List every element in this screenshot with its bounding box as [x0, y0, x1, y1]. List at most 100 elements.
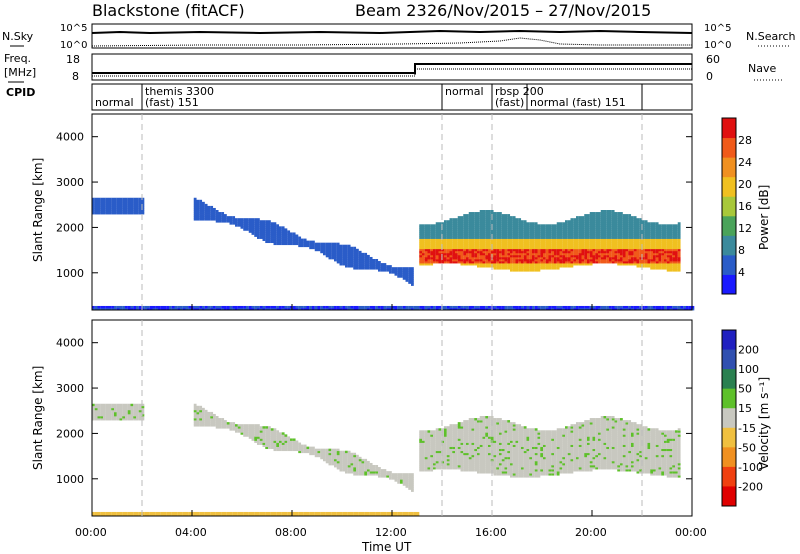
velocity-cell [347, 460, 351, 464]
power-cell [609, 238, 612, 241]
power-cell [339, 261, 343, 264]
velocity-cell [460, 446, 464, 450]
power-cell [576, 226, 579, 229]
velocity-cell [466, 467, 469, 470]
power-cell [141, 210, 145, 213]
velocity-cell [460, 469, 464, 472]
velocity-cell [452, 430, 456, 433]
power-cell [655, 232, 659, 235]
power-cell [493, 214, 497, 217]
power-cell [551, 232, 555, 235]
power-cell [664, 250, 667, 254]
power-cell [463, 238, 467, 241]
power-cell [138, 203, 142, 207]
velocity-cell [455, 460, 458, 464]
velocity-cell [100, 403, 104, 407]
power-cell [677, 265, 681, 268]
velocity-cell [237, 511, 241, 515]
power-cell [397, 271, 401, 274]
power-cell [380, 263, 384, 266]
power-cell [562, 250, 566, 254]
power-cell [578, 232, 582, 235]
power-cell [636, 263, 640, 266]
velocity-cell [334, 511, 337, 515]
power-cell [455, 305, 458, 309]
power-cell [534, 232, 538, 235]
power-cell [592, 224, 596, 227]
velocity-cell [259, 428, 263, 431]
power-cell [452, 259, 456, 262]
power-cell [471, 263, 475, 266]
velocity-cell [479, 422, 483, 425]
power-cell [622, 308, 626, 311]
power-cell [589, 240, 593, 244]
velocity-cell [422, 430, 425, 433]
velocity-cell [97, 511, 101, 515]
power-cell [455, 259, 458, 262]
velocity-cell [485, 462, 489, 466]
velocity-cell [251, 438, 255, 441]
velocity-cell [92, 405, 95, 409]
velocity-cell [424, 465, 428, 468]
power-cell [466, 240, 469, 244]
power-cell [661, 259, 665, 262]
power-cell [573, 238, 577, 241]
power-cell [617, 238, 621, 241]
power-cell [609, 248, 612, 252]
velocity-cell [405, 485, 409, 488]
velocity-cell [449, 458, 453, 462]
power-cell [543, 250, 546, 254]
power-cell [507, 242, 511, 246]
power-cell [466, 305, 469, 309]
power-cell [479, 254, 483, 258]
power-cell [523, 305, 527, 309]
velocity-cell [353, 452, 357, 456]
velocity-cell [378, 511, 381, 515]
power-cell [655, 308, 659, 311]
power-cell [543, 244, 546, 248]
power-cell [427, 248, 431, 252]
power-cell [94, 205, 98, 209]
power-cell [510, 220, 513, 223]
power-cell [136, 305, 139, 309]
power-cell [672, 232, 676, 235]
velocity-cell [273, 434, 277, 437]
power-cell [675, 256, 678, 260]
power-cell [309, 240, 313, 244]
velocity-cell [488, 462, 491, 466]
power-cell [221, 218, 225, 221]
power-cell [658, 263, 662, 266]
power-cell [644, 230, 648, 233]
velocity-cell [466, 452, 469, 456]
power-cell [438, 230, 442, 233]
power-cell [479, 234, 483, 237]
power-cell [576, 259, 579, 262]
power-cell [518, 308, 522, 311]
power-cell [474, 228, 478, 231]
power-cell [592, 240, 596, 244]
velocity-cell [358, 456, 362, 460]
power-cell [655, 234, 659, 237]
power-cell [361, 252, 365, 256]
power-cell [529, 228, 533, 231]
velocity-cell [100, 511, 104, 515]
power-cell [622, 254, 626, 258]
velocity-cell [287, 442, 291, 445]
power-cell [587, 305, 590, 309]
velocity-cell [116, 411, 120, 415]
velocity-cell [449, 460, 453, 464]
power-cell [562, 240, 566, 244]
power-cell [573, 230, 577, 233]
power-cell [427, 250, 431, 254]
power-cell [543, 263, 546, 266]
power-cell [510, 230, 513, 233]
power-cell [262, 224, 266, 227]
power-cell [485, 256, 489, 260]
velocity-cell [479, 465, 483, 468]
power-cell [336, 244, 340, 248]
power-cell [460, 238, 464, 241]
power-cell [460, 242, 464, 246]
power-cell [622, 232, 626, 235]
velocity-cell [422, 469, 425, 472]
power-cell [523, 240, 527, 244]
